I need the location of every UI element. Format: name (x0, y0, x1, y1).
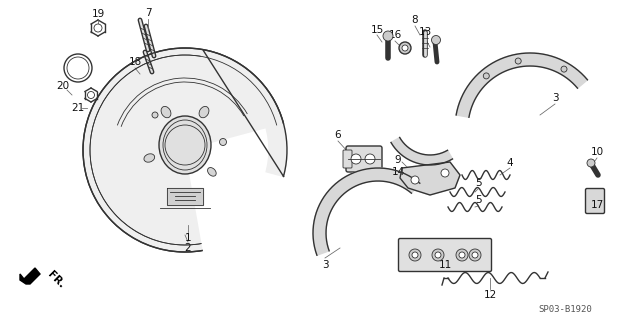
Text: 5: 5 (475, 195, 481, 205)
Text: FR.: FR. (46, 270, 67, 290)
Polygon shape (400, 162, 460, 195)
Circle shape (152, 112, 158, 118)
Ellipse shape (144, 154, 155, 162)
Circle shape (431, 35, 440, 44)
Circle shape (483, 73, 490, 79)
Ellipse shape (199, 107, 209, 118)
Ellipse shape (159, 116, 211, 174)
Text: 17: 17 (590, 200, 604, 210)
Circle shape (435, 252, 441, 258)
Text: 11: 11 (438, 260, 452, 270)
FancyBboxPatch shape (343, 150, 352, 168)
Ellipse shape (207, 167, 216, 176)
Circle shape (432, 249, 444, 261)
Circle shape (88, 92, 95, 99)
Text: 3: 3 (322, 260, 328, 270)
Text: 3: 3 (552, 93, 558, 103)
Text: 9: 9 (395, 155, 401, 165)
Text: 6: 6 (335, 130, 341, 140)
Polygon shape (313, 168, 420, 255)
Circle shape (83, 48, 287, 252)
Circle shape (94, 24, 102, 32)
Circle shape (561, 66, 567, 72)
Polygon shape (391, 137, 452, 165)
Text: 20: 20 (56, 81, 70, 91)
FancyBboxPatch shape (399, 239, 492, 271)
Wedge shape (185, 122, 292, 256)
Circle shape (409, 249, 421, 261)
Circle shape (515, 58, 521, 64)
Polygon shape (456, 53, 588, 117)
Text: 19: 19 (92, 9, 104, 19)
Circle shape (399, 42, 411, 54)
Text: 1: 1 (185, 233, 191, 243)
Circle shape (365, 154, 375, 164)
Text: SP03-B1920: SP03-B1920 (538, 306, 592, 315)
Circle shape (472, 252, 478, 258)
Polygon shape (167, 188, 203, 205)
Ellipse shape (161, 107, 171, 118)
FancyBboxPatch shape (586, 189, 605, 213)
Text: 18: 18 (129, 57, 141, 67)
Text: 21: 21 (72, 103, 84, 113)
Text: 5: 5 (475, 178, 481, 188)
Text: 4: 4 (507, 158, 513, 168)
Circle shape (441, 169, 449, 177)
Polygon shape (20, 268, 40, 284)
FancyBboxPatch shape (346, 146, 382, 172)
Circle shape (459, 252, 465, 258)
Text: 13: 13 (419, 27, 431, 37)
Polygon shape (200, 49, 287, 176)
Circle shape (411, 176, 419, 184)
Text: 12: 12 (483, 290, 497, 300)
Circle shape (351, 154, 361, 164)
Text: 15: 15 (371, 25, 383, 35)
Text: 8: 8 (412, 15, 419, 25)
Circle shape (220, 138, 227, 145)
Text: 14: 14 (392, 167, 404, 177)
Circle shape (383, 31, 393, 41)
Circle shape (587, 159, 595, 167)
Text: 2: 2 (185, 243, 191, 253)
Circle shape (412, 252, 418, 258)
Text: 7: 7 (145, 8, 151, 18)
Text: 10: 10 (591, 147, 604, 157)
Text: 16: 16 (388, 30, 402, 40)
Circle shape (402, 45, 408, 51)
Circle shape (456, 249, 468, 261)
Circle shape (469, 249, 481, 261)
